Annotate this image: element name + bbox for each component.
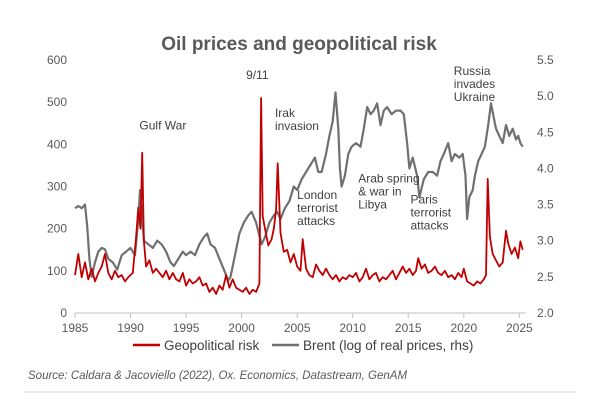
annotation-text: 9/11 <box>246 68 269 82</box>
x-tick-label: 1990 <box>117 321 144 335</box>
y-axis-left: 0 100 200 300 400 500 600 <box>47 53 67 320</box>
y-left-tick-label: 600 <box>47 53 67 67</box>
legend-label-brent: Brent (log of real prices, rhs) <box>303 338 473 353</box>
y-left-tick-label: 300 <box>47 180 67 194</box>
y-right-tick-label: 5.0 <box>537 89 554 103</box>
y-right-tick-label: 5.5 <box>537 53 554 67</box>
annotation-text: Ukraine <box>454 90 496 104</box>
annotation-text: Arab spring <box>358 171 419 185</box>
x-tick-label: 1985 <box>62 321 89 335</box>
annotation-text: London <box>297 188 337 202</box>
series-layer <box>74 91 524 295</box>
source-note: Source: Caldara & Jacoviello (2022), Ox.… <box>28 370 407 382</box>
x-axis: 1985 1990 1995 2000 2005 2010 2015 2020 2025 <box>62 313 533 335</box>
x-tick-label: 2000 <box>228 321 255 335</box>
annotation-text: invasion <box>275 119 319 133</box>
annotation-text: Gulf War <box>139 119 186 133</box>
y-right-tick-label: 3.0 <box>537 234 554 248</box>
legend: Geopolitical risk Brent (log of real pri… <box>133 338 473 353</box>
y-left-tick-label: 100 <box>47 264 67 278</box>
x-tick-label: 2010 <box>339 321 366 335</box>
series-line-geopolitical-risk <box>74 97 524 295</box>
annotation-text: terrorist <box>410 205 451 219</box>
y-right-tick-label: 3.5 <box>537 198 554 212</box>
y-left-tick-label: 200 <box>47 222 67 236</box>
x-tick-label: 2005 <box>284 321 311 335</box>
legend-label-geopolitical-risk: Geopolitical risk <box>164 338 260 353</box>
chart-title: Oil prices and geopolitical risk <box>161 34 437 55</box>
annotation-text: Irak <box>275 106 296 120</box>
y-left-tick-label: 400 <box>47 137 67 151</box>
x-tick-label: 2020 <box>450 321 477 335</box>
annotation-text: terrorist <box>297 201 338 215</box>
annotation-text: invades <box>454 77 495 91</box>
annotation-text: attacks <box>410 218 448 232</box>
annotation-text: Russia <box>454 64 491 78</box>
x-tick-label: 2025 <box>506 321 533 335</box>
y-left-tick-label: 500 <box>47 95 67 109</box>
y-left-tick-label: 0 <box>60 306 67 320</box>
y-right-tick-label: 2.0 <box>537 306 554 320</box>
annotation-text: Libya <box>358 197 387 211</box>
x-tick-label: 1995 <box>173 321 200 335</box>
y-right-tick-label: 2.5 <box>537 270 554 284</box>
y-axis-right: 2.0 2.5 3.0 3.5 4.0 4.5 5.0 5.5 <box>537 53 554 320</box>
y-right-tick-label: 4.5 <box>537 125 554 139</box>
x-tick-label: 2015 <box>395 321 422 335</box>
y-right-tick-label: 4.0 <box>537 161 554 175</box>
annotation-text: & war in <box>358 184 401 198</box>
annotation-text: Paris <box>410 192 437 206</box>
annotations: Gulf War9/11IrakinvasionLondonterrorista… <box>139 64 495 233</box>
annotation-text: attacks <box>297 214 335 228</box>
